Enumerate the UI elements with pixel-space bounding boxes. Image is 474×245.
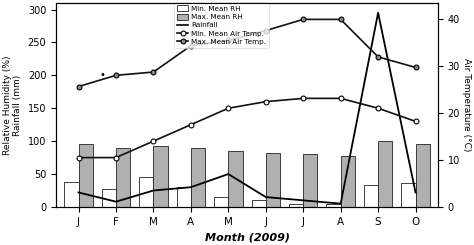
Legend: Min. Mean RH, Max. Mean RH, Rainfall, Min. Mean Air Temp., Max. Mean Air Temp.: Min. Mean RH, Max. Mean RH, Rainfall, Mi… (174, 2, 269, 48)
Bar (289, 204, 303, 207)
Bar (416, 144, 430, 207)
Bar (214, 197, 228, 207)
Bar (139, 177, 154, 207)
Bar (64, 182, 79, 207)
Bar (266, 153, 280, 207)
Bar (177, 187, 191, 207)
X-axis label: Month (2009): Month (2009) (205, 232, 290, 242)
Bar (191, 148, 205, 207)
Bar (228, 151, 243, 207)
Y-axis label: Relative Humidity (%)
Rainfall (mm): Relative Humidity (%) Rainfall (mm) (3, 55, 22, 155)
Bar (327, 204, 341, 207)
Bar (154, 147, 168, 207)
Bar (116, 148, 130, 207)
Bar (102, 188, 116, 207)
Bar (401, 183, 416, 207)
Bar (378, 141, 392, 207)
Bar (252, 200, 266, 207)
Text: •: • (100, 70, 106, 80)
Bar (79, 144, 93, 207)
Bar (303, 154, 318, 207)
Bar (341, 156, 355, 207)
Bar (364, 185, 378, 207)
Y-axis label: Air Temperature (°C): Air Temperature (°C) (462, 58, 471, 152)
